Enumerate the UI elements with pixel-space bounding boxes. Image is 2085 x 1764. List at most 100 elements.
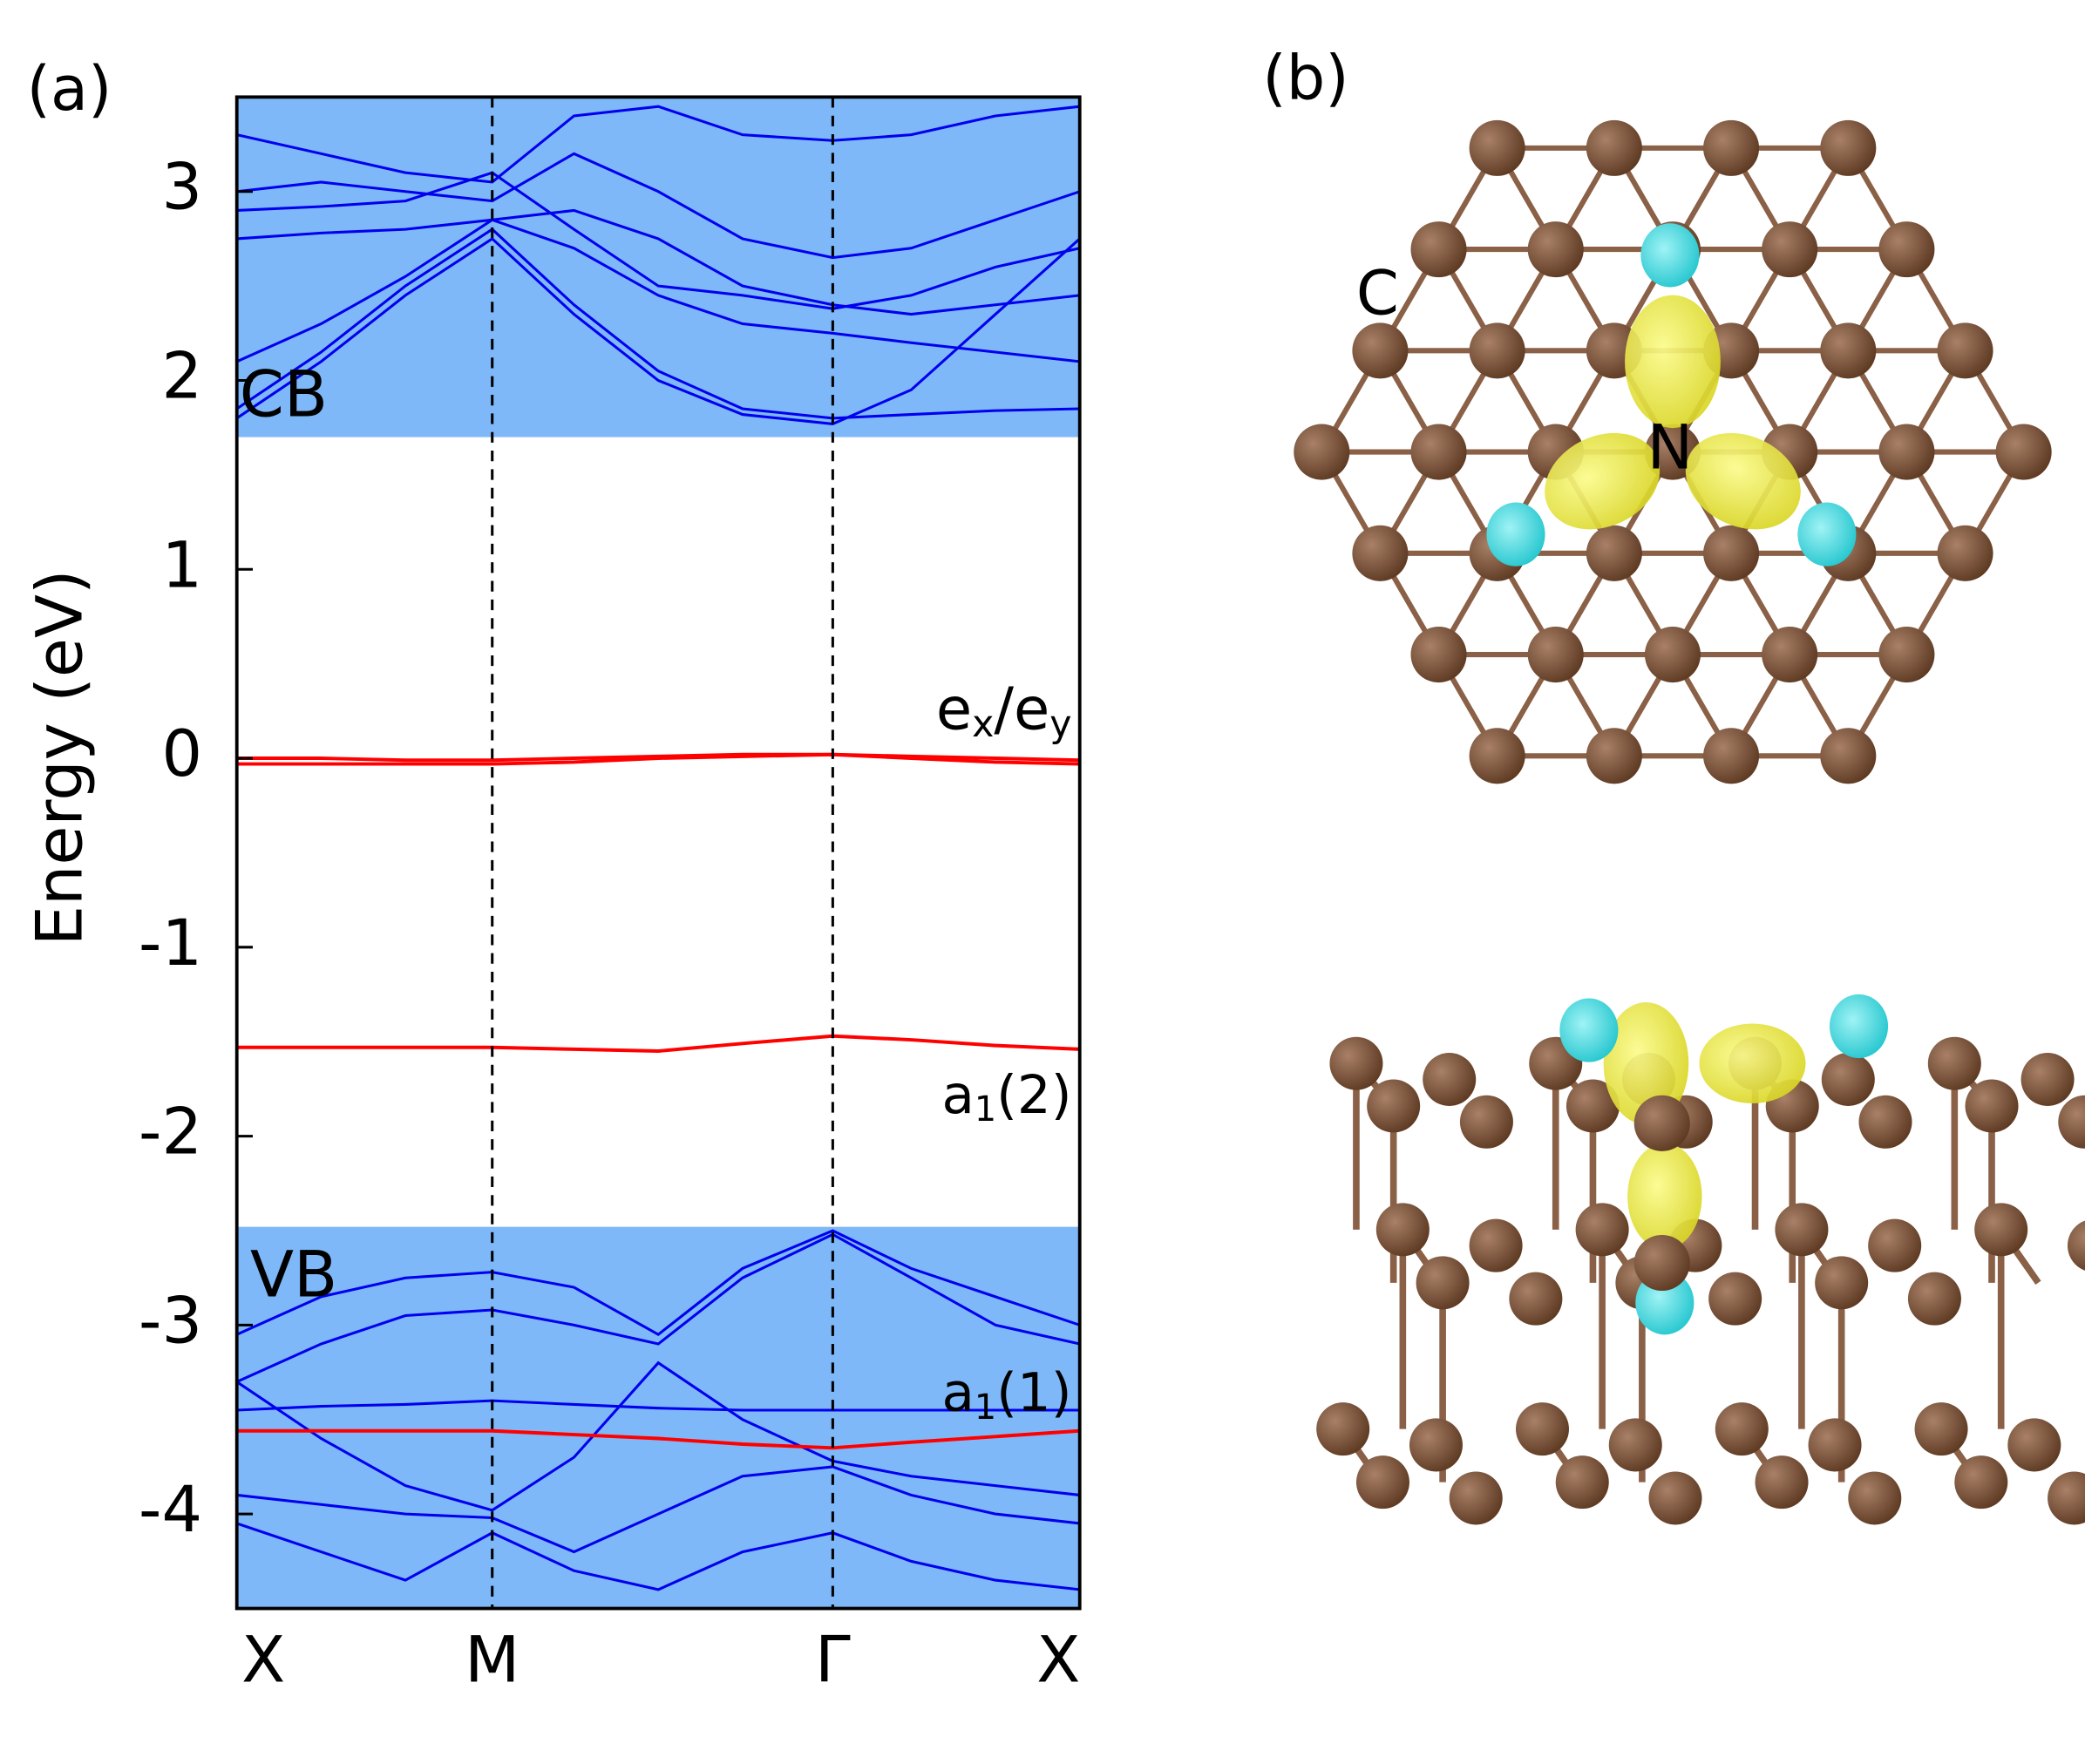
region-label: CB xyxy=(240,358,328,432)
atom xyxy=(1914,1402,1968,1456)
band-line xyxy=(236,1522,1080,1591)
atom xyxy=(1469,1218,1523,1272)
x-tick-label: X xyxy=(241,1624,285,1698)
atom xyxy=(1644,627,1701,683)
orbital-lobe xyxy=(1829,994,1889,1059)
annotation: a1(2) xyxy=(942,1063,1072,1129)
orbital-lobe xyxy=(1603,1002,1689,1125)
annotation-part: (2) xyxy=(996,1063,1071,1125)
atom xyxy=(1416,1256,1470,1310)
band-plot: X M Γ X -4 -3 -2 -1 0 1 2 3 xyxy=(139,95,1082,1698)
y-axis-label: Energy (eV) xyxy=(23,569,97,946)
atom xyxy=(1316,1402,1370,1456)
band-line xyxy=(236,1232,1080,1383)
atom xyxy=(1703,119,1760,176)
atom xyxy=(1294,424,1350,480)
atom xyxy=(1858,1095,1912,1149)
atom xyxy=(1648,1471,1702,1525)
band-line xyxy=(236,1465,1080,1554)
atom xyxy=(1937,525,1993,581)
atom xyxy=(1965,1079,2019,1133)
atom xyxy=(1878,627,1935,683)
annotation-part: a xyxy=(942,1063,975,1125)
atom xyxy=(1565,1079,1620,1133)
atom-label: C xyxy=(1356,258,1399,329)
band-line xyxy=(236,752,1080,763)
atom xyxy=(1527,221,1584,278)
annotation-part: /e xyxy=(994,675,1049,743)
atom xyxy=(1608,1418,1662,1472)
atom xyxy=(2007,1418,2061,1472)
atom xyxy=(1355,1455,1409,1510)
band-line xyxy=(236,152,1080,260)
atom xyxy=(1715,1402,1769,1456)
atom xyxy=(1459,1095,1513,1149)
orbital-lobe xyxy=(1627,1143,1702,1250)
atom xyxy=(1469,322,1525,379)
atom xyxy=(1423,1052,1477,1107)
orbital-lobe xyxy=(1559,998,1619,1062)
panel-label: (b) xyxy=(1262,43,1348,114)
band-line xyxy=(236,227,1080,420)
atom-label: N xyxy=(1647,412,1693,484)
top-view: CN xyxy=(1294,119,2052,784)
atom xyxy=(1755,1455,1809,1510)
structure-panel: CN xyxy=(1294,119,2085,1525)
atom xyxy=(1703,728,1760,784)
atom xyxy=(1527,627,1584,683)
annotation: ex/ey xyxy=(936,675,1072,745)
orbital-lobe xyxy=(1486,502,1545,567)
atom xyxy=(1329,1036,1383,1090)
atom xyxy=(1878,221,1935,278)
band-line xyxy=(236,1399,1080,1412)
atom xyxy=(1367,1079,1421,1133)
band-line xyxy=(236,208,1080,316)
atom xyxy=(1586,119,1642,176)
atom xyxy=(1954,1455,2008,1510)
y-tick-label: -4 xyxy=(139,1473,202,1547)
orbital-lobe xyxy=(1685,432,1801,530)
atom xyxy=(1974,1203,2028,1257)
region-label: VB xyxy=(250,1238,337,1312)
y-tick-label: -1 xyxy=(139,906,202,980)
annotation-part: (1) xyxy=(996,1361,1071,1423)
atom xyxy=(1820,119,1877,176)
band-line xyxy=(236,105,1080,184)
y-tick-label: 2 xyxy=(161,340,202,414)
atom xyxy=(1375,1203,1430,1257)
atom xyxy=(1515,1402,1569,1456)
atom xyxy=(1820,322,1877,379)
y-tick-label: 3 xyxy=(161,151,202,225)
annotation-part: a xyxy=(942,1361,975,1423)
atom xyxy=(1762,627,1818,683)
annotation-part: 1 xyxy=(975,1387,996,1427)
atom xyxy=(1907,1272,1961,1326)
atom xyxy=(1878,424,1935,480)
atom xyxy=(1775,1203,1829,1257)
y-tick-label: 0 xyxy=(161,717,202,791)
atom xyxy=(1410,627,1467,683)
atom xyxy=(1762,221,1818,278)
atom xyxy=(1815,1256,1869,1310)
atom xyxy=(1927,1036,1981,1090)
plot-frame xyxy=(234,95,1082,1611)
band-line xyxy=(236,752,1080,766)
atom xyxy=(1555,1455,1609,1510)
atom xyxy=(2048,1471,2085,1525)
atom xyxy=(1708,1272,1762,1326)
atom xyxy=(1449,1471,1503,1525)
annotation: a1(1) xyxy=(942,1361,1072,1427)
atom xyxy=(1995,424,2052,480)
x-tick-label: Γ xyxy=(815,1624,851,1698)
panel-label: (a) xyxy=(27,53,112,125)
orbital-lobe xyxy=(1545,432,1661,530)
y-tick-label: -2 xyxy=(139,1096,202,1170)
atom xyxy=(1409,1418,1463,1472)
atom xyxy=(1352,525,1409,581)
orbital-lobe xyxy=(1625,295,1721,429)
atom xyxy=(1586,525,1642,581)
band-line xyxy=(236,171,1080,310)
atom xyxy=(1469,119,1525,176)
